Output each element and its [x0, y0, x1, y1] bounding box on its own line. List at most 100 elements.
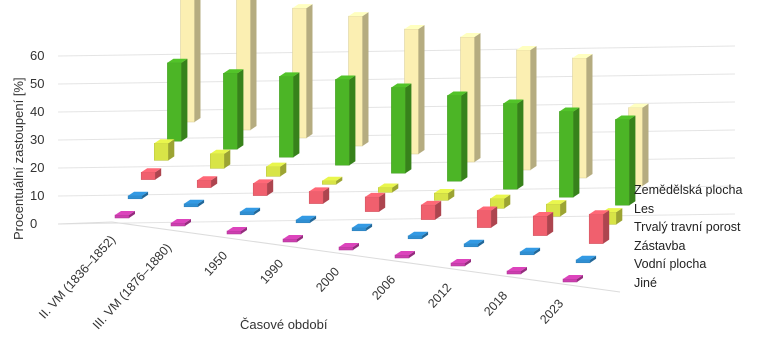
- bar-front: [476, 210, 492, 228]
- bar-side: [530, 45, 537, 171]
- grid-line: [57, 45, 736, 57]
- bar-top: [421, 200, 442, 205]
- x-tick-label: 2018: [481, 289, 510, 319]
- bar-side: [250, 0, 257, 130]
- bar-top: [128, 191, 149, 196]
- bar-side: [129, 211, 135, 218]
- legend-item-ttp: Trvalý travní porost: [634, 220, 741, 235]
- bar-front: [503, 103, 518, 190]
- bar-front: [196, 180, 212, 188]
- bar-front: [562, 278, 578, 283]
- bar-top: [404, 25, 425, 30]
- bar-front: [167, 62, 182, 142]
- bar-top: [378, 183, 399, 188]
- bar-front: [266, 166, 281, 177]
- bar-side: [362, 12, 369, 147]
- legend: Zemědělská plocha Les Trvalý travní poro…: [634, 181, 742, 293]
- bar-front: [223, 73, 238, 150]
- bar-side: [366, 223, 373, 231]
- bar-side: [629, 115, 636, 206]
- bar-top: [507, 267, 527, 271]
- bar-side: [280, 162, 287, 177]
- bar-top: [503, 99, 524, 104]
- legend-item-jine: Jiné: [634, 275, 657, 290]
- bar-side: [405, 83, 412, 174]
- bar-front: [450, 262, 466, 267]
- bar-front: [210, 153, 225, 169]
- bar-front: [183, 203, 199, 208]
- bar-side: [323, 187, 330, 204]
- bar-front: [434, 192, 449, 201]
- bar-side: [336, 176, 343, 185]
- bar-front: [127, 195, 143, 200]
- bar-side: [185, 219, 191, 226]
- bar-side: [547, 212, 554, 236]
- grid-line: [57, 73, 736, 85]
- y-tick-label: 50: [30, 76, 44, 91]
- bar-side: [465, 259, 471, 266]
- bar-side: [422, 231, 429, 239]
- bar-front: [351, 227, 367, 232]
- floor-edge: [57, 221, 113, 225]
- bar-top: [141, 168, 162, 173]
- bar-top: [227, 227, 247, 231]
- bar-front: [559, 111, 574, 198]
- bar-side: [267, 179, 274, 196]
- bar-top: [520, 247, 541, 252]
- bar-top: [516, 45, 537, 50]
- bar-side: [349, 75, 356, 166]
- x-axis-label: Časové období: [240, 317, 328, 332]
- bar-side: [181, 58, 188, 142]
- bar-top: [572, 53, 593, 58]
- x-tick-label: 1990: [257, 257, 286, 287]
- bar-top: [348, 12, 369, 17]
- bar-side: [353, 243, 359, 250]
- bar-front: [239, 211, 255, 216]
- bar-side: [379, 192, 386, 212]
- y-tick-label: 40: [30, 104, 44, 119]
- bar-front: [519, 251, 535, 256]
- bar-side: [642, 103, 649, 186]
- bar-side: [241, 227, 247, 234]
- bar-side: [409, 251, 415, 258]
- bar-side: [155, 168, 162, 180]
- bar-front: [295, 219, 311, 224]
- bar-side: [198, 199, 205, 207]
- x-tick-label: 2023: [537, 297, 566, 327]
- bar-side: [392, 183, 399, 193]
- bar-top: [197, 176, 218, 181]
- bar-front: [140, 172, 156, 180]
- y-tick-label: 0: [30, 216, 37, 231]
- legend-item-zastavba: Zástavba: [634, 238, 686, 253]
- bar-side: [521, 267, 527, 274]
- bar-front: [226, 230, 242, 235]
- bar-side: [474, 33, 481, 162]
- bar-top: [283, 235, 303, 239]
- bar-top: [563, 275, 583, 279]
- bar-top: [240, 207, 261, 212]
- bar-top: [451, 259, 471, 263]
- bar-side: [224, 149, 231, 169]
- bar-side: [573, 107, 580, 198]
- bar-side: [418, 25, 425, 154]
- bar-top: [309, 187, 330, 192]
- bar-top: [533, 212, 554, 216]
- legend-item-les: Les: [634, 201, 655, 216]
- y-tick-label: 10: [30, 188, 44, 203]
- x-tick-label: 1950: [201, 249, 230, 279]
- bar-side: [142, 191, 149, 199]
- bar-front: [154, 143, 169, 161]
- bar-side: [616, 208, 623, 225]
- bar-side: [491, 206, 498, 228]
- bar-front: [394, 254, 410, 259]
- bar-front: [447, 95, 462, 182]
- bar-side: [478, 239, 485, 247]
- bar-front: [463, 243, 479, 248]
- bar-top: [395, 251, 415, 255]
- bar-side: [435, 200, 442, 220]
- bar-top: [559, 107, 580, 112]
- bar-front: [588, 213, 604, 244]
- bar-front: [252, 183, 268, 196]
- bar-front: [378, 187, 393, 193]
- bar-side: [254, 207, 261, 215]
